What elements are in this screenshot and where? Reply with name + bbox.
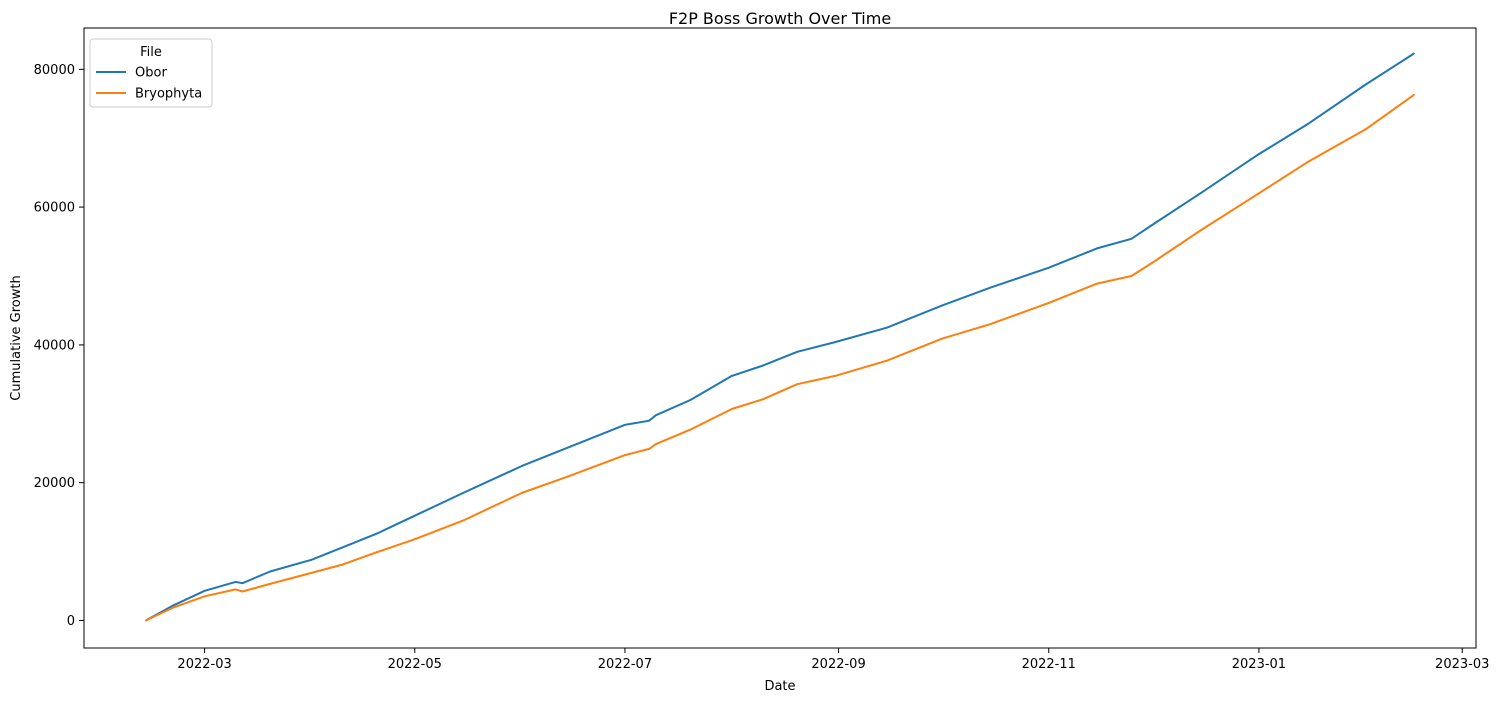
- data-point: [834, 374, 837, 377]
- data-point: [568, 474, 571, 477]
- data-point: [234, 580, 237, 583]
- data-point: [234, 588, 237, 591]
- data-point: [1130, 275, 1133, 277]
- data-point: [761, 398, 764, 401]
- data-point: [655, 414, 657, 417]
- legend-title: File: [140, 45, 162, 60]
- legend-label: Obor: [135, 66, 167, 81]
- legend-box: [89, 38, 213, 108]
- data-point: [462, 519, 464, 522]
- data-point: [341, 563, 344, 566]
- plot-frame: [83, 27, 1477, 649]
- data-point: [796, 383, 799, 386]
- data-point: [941, 304, 943, 307]
- data-point: [989, 286, 992, 289]
- data-point: [624, 454, 626, 457]
- data-point: [834, 341, 837, 344]
- legend: File Obor Bryophyta: [89, 38, 213, 108]
- x-tick-label: 2022-05: [388, 657, 442, 672]
- y-axis: 0 20000 40000 60000 80000: [34, 63, 84, 629]
- data-point: [203, 589, 206, 592]
- data-point: [655, 443, 657, 445]
- x-tick-label: 2023-01: [1232, 657, 1286, 672]
- data-point: [689, 399, 692, 401]
- x-tick-label: 2022-09: [811, 657, 865, 672]
- data-point: [1130, 237, 1133, 240]
- data-point: [1199, 192, 1202, 195]
- series-line-obor: [145, 52, 1415, 622]
- data-point: [520, 492, 523, 494]
- data-point: [341, 546, 344, 549]
- data-point: [689, 428, 692, 431]
- y-tick-label: 20000: [34, 476, 75, 491]
- chart-title: F2P Boss Growth Over Time: [669, 9, 891, 28]
- data-point: [1364, 83, 1367, 86]
- data-point: [310, 572, 313, 574]
- data-point: [413, 538, 416, 541]
- data-point: [796, 350, 799, 353]
- data-point: [885, 326, 888, 329]
- data-point: [145, 619, 147, 622]
- data-point: [885, 359, 888, 362]
- data-point: [172, 604, 175, 607]
- data-point: [269, 570, 271, 573]
- data-point: [462, 492, 464, 494]
- data-point: [730, 408, 733, 410]
- y-axis-title: Cumulative Growth: [9, 275, 24, 400]
- data-point: [1306, 161, 1309, 164]
- y-tick-label: 80000: [34, 63, 75, 78]
- legend-label: Bryophyta: [135, 87, 202, 102]
- y-tick-label: 60000: [34, 201, 75, 216]
- series-line-bryophyta: [145, 93, 1415, 622]
- data-point: [1258, 153, 1260, 155]
- data-point: [761, 364, 764, 367]
- data-point: [203, 595, 206, 598]
- data-point: [1047, 266, 1050, 269]
- data-point: [989, 323, 992, 326]
- data-point: [269, 583, 271, 585]
- data-point: [1096, 282, 1098, 285]
- legend-entries: Obor Bryophyta: [96, 66, 202, 102]
- data-point: [1047, 301, 1050, 304]
- data-point: [241, 590, 244, 593]
- data-point: [1364, 128, 1367, 131]
- data-point: [941, 337, 943, 340]
- data-point: [1096, 247, 1098, 250]
- data-point: [1413, 93, 1415, 96]
- data-point: [413, 514, 416, 517]
- x-tick-label: 2022-11: [1022, 657, 1076, 672]
- series-layer: [145, 52, 1415, 622]
- x-tick-label: 2022-03: [177, 657, 231, 672]
- x-axis: 2022-03 2022-05 2022-07 2022-09 2022-11 2023-…: [177, 648, 1489, 672]
- x-axis-title: Date: [764, 679, 795, 694]
- data-point: [1306, 123, 1309, 126]
- data-point: [568, 445, 571, 448]
- series-bryophyta: [145, 93, 1415, 622]
- x-tick-label: 2023-03: [1435, 657, 1489, 672]
- data-point: [310, 558, 313, 561]
- data-point: [624, 423, 626, 426]
- y-tick-label: 40000: [34, 338, 75, 353]
- data-point: [1199, 229, 1202, 232]
- data-point: [375, 532, 378, 535]
- data-point: [1151, 262, 1154, 264]
- series-obor: [145, 52, 1415, 622]
- x-tick-label: 2022-07: [598, 657, 652, 672]
- data-point: [375, 551, 378, 554]
- data-point: [241, 582, 244, 585]
- data-point: [1258, 192, 1260, 195]
- data-point: [730, 374, 733, 377]
- data-point: [648, 448, 650, 450]
- data-point: [172, 606, 175, 609]
- y-tick-label: 0: [67, 614, 75, 629]
- data-point: [520, 465, 523, 468]
- data-point: [1151, 224, 1154, 226]
- data-point: [648, 419, 650, 422]
- data-point: [1413, 52, 1415, 55]
